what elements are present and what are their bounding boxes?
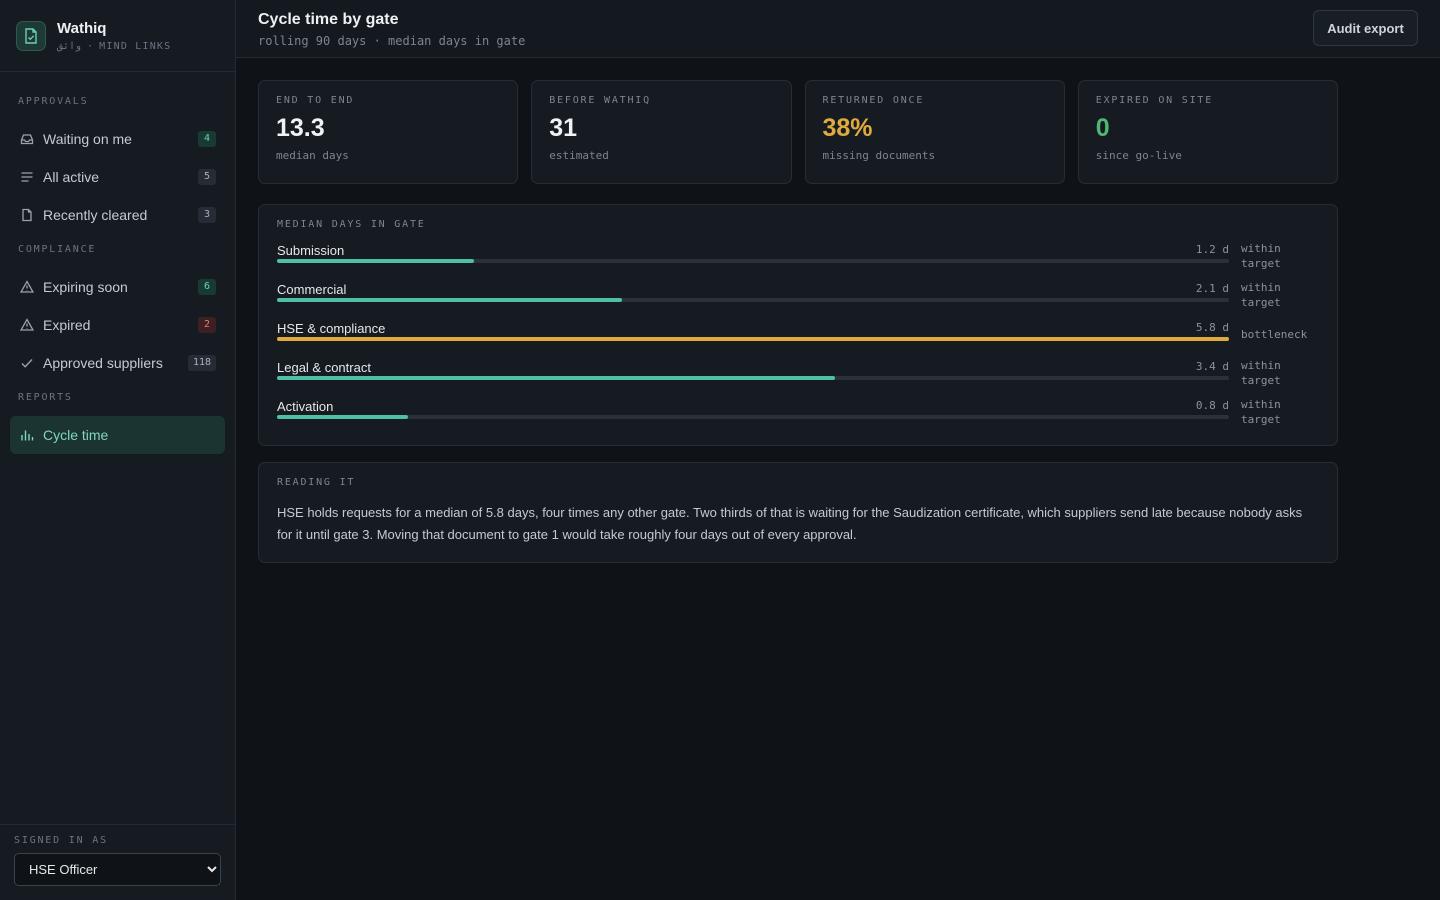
stat-label: EXPIRED ON SITE — [1095, 95, 1214, 106]
section-label-reports: REPORTS — [18, 392, 73, 403]
count-badge: 3 — [198, 207, 216, 223]
stat-note: missing documents — [822, 149, 936, 162]
gate-name: HSE & compliance — [277, 321, 386, 336]
gate-bar-fill — [277, 259, 474, 263]
count-badge: 2 — [198, 317, 216, 333]
bar-chart-icon — [19, 427, 35, 443]
page-subtitle: rolling 90 days · median days in gate — [258, 34, 526, 48]
document-check-icon — [16, 20, 46, 51]
section-label-compliance: COMPLIANCE — [18, 244, 97, 255]
count-badge: 118 — [187, 355, 216, 371]
brand-subtitle: واثق · MIND LINKS — [57, 40, 172, 52]
sidebar-item-label: Cycle time — [43, 427, 109, 443]
gate-bar-track — [277, 376, 1229, 380]
stat-label: END TO END — [276, 95, 355, 106]
count-badge: 4 — [198, 131, 216, 147]
stat-note: since go-live — [1095, 149, 1182, 162]
gate-status: bottleneck — [1241, 328, 1308, 341]
sidebar-item-label: Approved suppliers — [43, 355, 163, 371]
inbox-icon — [19, 131, 35, 147]
gate-bar-fill — [277, 415, 409, 419]
sidebar-item-cycle-time[interactable]: Cycle time — [10, 416, 225, 454]
gate-name: Submission — [277, 243, 345, 258]
gate-name: Legal & contract — [277, 360, 371, 375]
gate-row-hse-compliance: HSE & compliance 5.8 d bottleneck — [277, 321, 1319, 360]
gate-status: within target — [1241, 242, 1281, 270]
sidebar-item-label: Expiring soon — [43, 279, 128, 295]
gate-status: within target — [1241, 281, 1281, 309]
gates-panel: MEDIAN DAYS IN GATE Submission 1.2 d wit… — [258, 204, 1338, 446]
gate-value: 5.8 d — [1195, 321, 1229, 334]
gate-row-commercial: Commercial 2.1 d within target — [277, 281, 1319, 321]
panel-label: READING IT — [277, 477, 356, 488]
gate-value: 3.4 d — [1195, 360, 1229, 373]
stat-card-before-wathiq: BEFORE WATHIQ 31 estimated — [531, 80, 792, 184]
gate-bar-fill — [277, 337, 1229, 341]
gate-value: 2.1 d — [1195, 282, 1229, 295]
sidebar-nav: APPROVALS Waiting on me 4 All active 5 R… — [0, 72, 235, 454]
stat-card-expired-on-site: EXPIRED ON SITE 0 since go-live — [1077, 80, 1338, 184]
reading-text: HSE holds requests for a median of 5.8 d… — [277, 505, 1303, 542]
gate-bars: Submission 1.2 d within target Commercia… — [277, 242, 1319, 438]
sidebar-item-label: All active — [43, 169, 100, 185]
stat-value: 31 — [549, 114, 578, 142]
stat-value: 38% — [822, 114, 873, 142]
gate-bar-fill — [277, 376, 836, 380]
warning-icon — [19, 317, 35, 333]
sidebar-item-recently-cleared[interactable]: Recently cleared 3 — [10, 196, 225, 234]
audit-export-button[interactable]: Audit export — [1313, 10, 1418, 46]
stat-label: BEFORE WATHIQ — [549, 95, 651, 106]
check-icon — [19, 355, 35, 371]
stat-label: RETURNED ONCE — [822, 95, 925, 106]
sidebar-item-expiring-soon[interactable]: Expiring soon 6 — [10, 268, 225, 306]
section-label-approvals: APPROVALS — [18, 96, 89, 107]
signin-label: SIGNED IN AS — [14, 835, 108, 846]
gate-bar-track — [277, 415, 1229, 419]
sidebar-item-approved-suppliers[interactable]: Approved suppliers 118 — [10, 344, 225, 382]
gate-status: within target — [1241, 359, 1281, 387]
gate-status: within target — [1241, 398, 1281, 426]
gate-name: Commercial — [277, 282, 347, 297]
stat-card-returned-once: RETURNED ONCE 38% missing documents — [804, 80, 1065, 184]
gate-bar-track — [277, 259, 1229, 263]
sidebar-item-label: Waiting on me — [43, 131, 132, 147]
gate-row-legal-contract: Legal & contract 3.4 d within target — [277, 359, 1319, 399]
count-badge: 5 — [198, 169, 216, 185]
stat-value: 0 — [1095, 114, 1110, 142]
role-select[interactable]: HSE Officer — [14, 853, 221, 886]
reading-panel: READING IT HSE holds requests for a medi… — [258, 462, 1338, 563]
stat-card-end-to-end: END TO END 13.3 median days — [258, 80, 519, 184]
sidebar-item-all-active[interactable]: All active 5 — [10, 158, 225, 196]
signin-panel: SIGNED IN AS HSE Officer — [0, 824, 235, 900]
stat-note: estimated — [549, 149, 609, 162]
page-title: Cycle time by gate — [258, 11, 399, 28]
gate-value: 1.2 d — [1195, 243, 1229, 256]
sidebar-item-label: Expired — [43, 317, 91, 333]
gate-name: Activation — [277, 399, 334, 414]
count-badge: 6 — [198, 279, 216, 295]
gate-value: 0.8 d — [1195, 399, 1229, 412]
document-icon — [19, 207, 35, 223]
stat-cards: END TO END 13.3 median days BEFORE WATHI… — [258, 80, 1338, 184]
warning-icon — [19, 279, 35, 295]
brand: Wathiq واثق · MIND LINKS — [0, 0, 235, 72]
sidebar-item-waiting-on-me[interactable]: Waiting on me 4 — [10, 120, 225, 158]
list-icon — [19, 169, 35, 185]
gate-row-submission: Submission 1.2 d within target — [277, 242, 1319, 282]
sidebar: Wathiq واثق · MIND LINKS APPROVALS Waiti… — [0, 0, 236, 900]
stat-value: 13.3 — [276, 114, 325, 142]
gate-bar-track — [277, 337, 1229, 341]
gate-row-activation: Activation 0.8 d within target — [277, 398, 1319, 438]
sidebar-item-label: Recently cleared — [43, 207, 148, 223]
stat-note: median days — [276, 149, 349, 162]
page-header: Cycle time by gate rolling 90 days · med… — [236, 0, 1440, 58]
gate-bar-fill — [277, 298, 622, 302]
brand-name: Wathiq — [57, 19, 107, 37]
panel-label: MEDIAN DAYS IN GATE — [277, 219, 426, 230]
sidebar-item-expired[interactable]: Expired 2 — [10, 306, 225, 344]
gate-bar-track — [277, 298, 1229, 302]
